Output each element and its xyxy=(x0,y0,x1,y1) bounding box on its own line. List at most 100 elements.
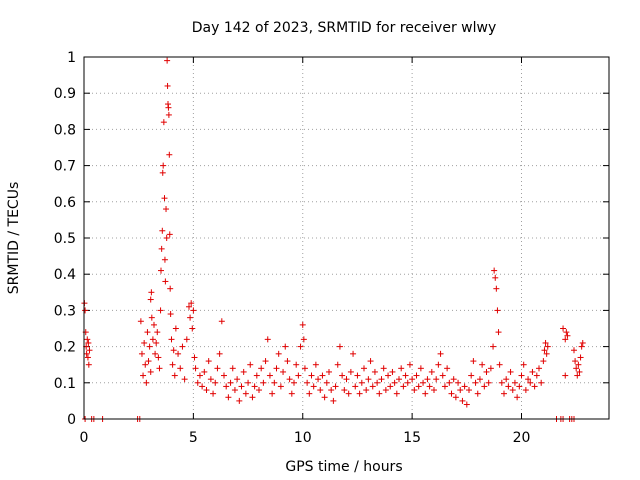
data-point xyxy=(264,336,271,343)
data-point xyxy=(192,365,199,372)
data-point xyxy=(564,332,571,339)
data-point xyxy=(148,314,155,321)
data-point xyxy=(573,365,580,372)
data-point xyxy=(167,311,174,318)
data-point xyxy=(196,372,203,379)
data-point xyxy=(376,390,383,397)
data-point xyxy=(578,343,585,350)
data-point xyxy=(300,336,307,343)
data-point xyxy=(330,397,337,404)
x-tick-label: 20 xyxy=(513,430,531,446)
data-point xyxy=(137,318,144,325)
x-tick-label: 0 xyxy=(80,430,89,446)
data-point xyxy=(201,368,208,375)
data-point xyxy=(474,390,481,397)
data-point xyxy=(540,358,547,365)
data-point xyxy=(417,365,424,372)
data-point xyxy=(166,151,173,158)
data-point xyxy=(485,379,492,386)
data-point xyxy=(527,379,534,386)
data-point xyxy=(216,350,223,357)
data-point xyxy=(229,365,236,372)
data-point xyxy=(181,376,188,383)
data-point xyxy=(463,401,470,408)
data-point xyxy=(402,372,409,379)
data-point xyxy=(533,372,540,379)
x-tick-label: 10 xyxy=(294,430,312,446)
data-point xyxy=(358,379,365,386)
data-point xyxy=(190,307,197,314)
data-point xyxy=(269,390,276,397)
data-point xyxy=(159,227,166,234)
data-point xyxy=(572,358,579,365)
data-point xyxy=(153,339,160,346)
data-point xyxy=(441,383,448,390)
data-point xyxy=(336,343,343,350)
data-point xyxy=(472,379,479,386)
data-point xyxy=(315,376,322,383)
data-point xyxy=(369,383,376,390)
data-point xyxy=(367,358,374,365)
data-point xyxy=(492,274,499,281)
y-tick-label: 0.9 xyxy=(54,86,76,102)
data-point xyxy=(253,372,260,379)
data-point xyxy=(466,387,472,394)
data-point xyxy=(231,387,238,394)
chart-title: Day 142 of 2023, SRMTID for receiver wlw… xyxy=(192,20,497,36)
data-point xyxy=(188,300,195,307)
data-point xyxy=(245,379,252,386)
data-point xyxy=(461,383,468,390)
data-point xyxy=(577,354,584,361)
data-point xyxy=(576,368,583,375)
data-point xyxy=(199,383,206,390)
data-point xyxy=(162,278,169,285)
data-point xyxy=(520,361,527,368)
data-point xyxy=(266,372,273,379)
data-point xyxy=(225,394,232,401)
data-points xyxy=(81,57,586,422)
data-point xyxy=(339,372,346,379)
data-point xyxy=(406,361,413,368)
data-point xyxy=(284,358,291,365)
data-point xyxy=(514,394,521,401)
data-point xyxy=(496,361,503,368)
data-point xyxy=(347,368,354,375)
data-point xyxy=(207,376,214,383)
data-point xyxy=(579,339,586,346)
data-point xyxy=(152,350,159,357)
data-point xyxy=(249,394,256,401)
data-point xyxy=(422,390,429,397)
data-point xyxy=(212,379,219,386)
y-tick-label: 0.1 xyxy=(54,376,76,392)
data-point xyxy=(495,329,502,336)
y-tick-label: 0.8 xyxy=(54,122,76,138)
y-tick-label: 0.3 xyxy=(54,303,76,319)
data-point xyxy=(84,336,91,343)
data-point xyxy=(271,379,278,386)
y-tick-label: 0.2 xyxy=(54,340,76,356)
data-point xyxy=(543,350,550,357)
data-point xyxy=(426,383,433,390)
data-point xyxy=(371,368,378,375)
data-point xyxy=(312,361,319,368)
data-point xyxy=(391,379,398,386)
data-point xyxy=(444,365,451,372)
data-point xyxy=(328,387,335,394)
data-point xyxy=(151,321,157,328)
data-point xyxy=(170,347,177,354)
data-point xyxy=(258,365,265,372)
data-point xyxy=(332,383,339,390)
data-point xyxy=(361,365,367,372)
data-point xyxy=(522,387,529,394)
data-point xyxy=(518,372,525,379)
data-point xyxy=(387,383,394,390)
data-point xyxy=(308,372,315,379)
axis-ticks: 00.10.20.30.40.50.60.70.80.910 5 10 15 20 xyxy=(54,50,609,446)
data-point xyxy=(203,387,210,394)
data-point xyxy=(227,379,234,386)
data-point xyxy=(365,376,372,383)
data-point xyxy=(160,162,167,169)
data-point xyxy=(435,361,442,368)
data-point xyxy=(140,372,147,379)
data-point xyxy=(487,365,494,372)
